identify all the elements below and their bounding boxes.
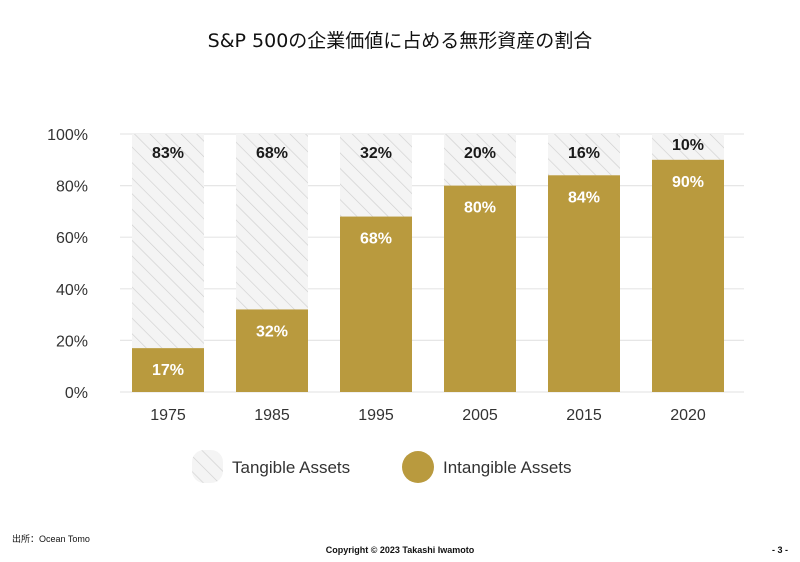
data-label-intangible: 80% [464,200,496,217]
bar-intangible [340,216,412,392]
source-note: 出所：Ocean Tomo [12,534,90,544]
chart-title: S&P 500の企業価値に占める無形資産の割合 [207,30,593,52]
y-tick-label: 20% [56,333,88,350]
page-number: - 3 - [771,545,788,555]
bar-tangible [340,134,412,217]
y-tick-label: 80% [56,179,88,196]
bar-tangible [236,134,308,310]
x-tick-label: 1985 [254,407,290,424]
data-label-tangible: 32% [360,145,392,162]
copyright: Copyright © 2023 Takashi Iwamoto [325,545,475,555]
legend: Tangible Assets Intangible Assets [192,450,572,483]
x-tick-label: 1975 [150,407,186,424]
bar-tangible [652,134,724,160]
y-tick-label: 40% [56,282,88,299]
y-tick-label: 0% [65,385,88,402]
legend-swatch-tangible [192,450,223,483]
bar-tangible [444,134,516,186]
data-label-tangible: 16% [568,145,600,162]
data-label-intangible: 68% [360,231,392,248]
y-tick-label: 60% [56,230,88,247]
y-tick-label: 100% [47,127,88,144]
legend-swatch-intangible [402,451,434,483]
x-tick-label: 2015 [566,407,602,424]
data-label-tangible: 83% [152,145,184,162]
legend-label-intangible: Intangible Assets [443,458,572,477]
data-label-intangible: 32% [256,323,288,340]
bar-intangible [132,348,204,392]
bar-intangible [444,185,516,392]
x-tick-label: 1995 [358,407,394,424]
bar-intangible [236,309,308,392]
data-label-tangible: 20% [464,145,496,162]
gridlines [120,133,744,393]
y-axis-ticks: 0% 20% 40% 60% 80% 100% [47,127,88,402]
x-tick-label: 2020 [670,407,706,424]
bar-tangible [132,134,204,349]
data-label-tangible: 68% [256,145,288,162]
bar-tangible [548,134,620,176]
legend-label-tangible: Tangible Assets [232,458,350,477]
x-axis-ticks: 1975 1985 1995 2005 2015 2020 [150,407,706,424]
bar-intangible [652,159,724,392]
x-tick-label: 2005 [462,407,498,424]
bar-intangible [548,175,620,392]
data-label-intangible: 84% [568,189,600,206]
bars: 83% 17% 68% 32% 32% 68% 20% 80% 16% 84% 10% 90% [132,134,724,392]
data-label-intangible: 90% [672,174,704,191]
data-label-intangible: 17% [152,362,184,379]
data-label-tangible: 10% [672,137,704,154]
